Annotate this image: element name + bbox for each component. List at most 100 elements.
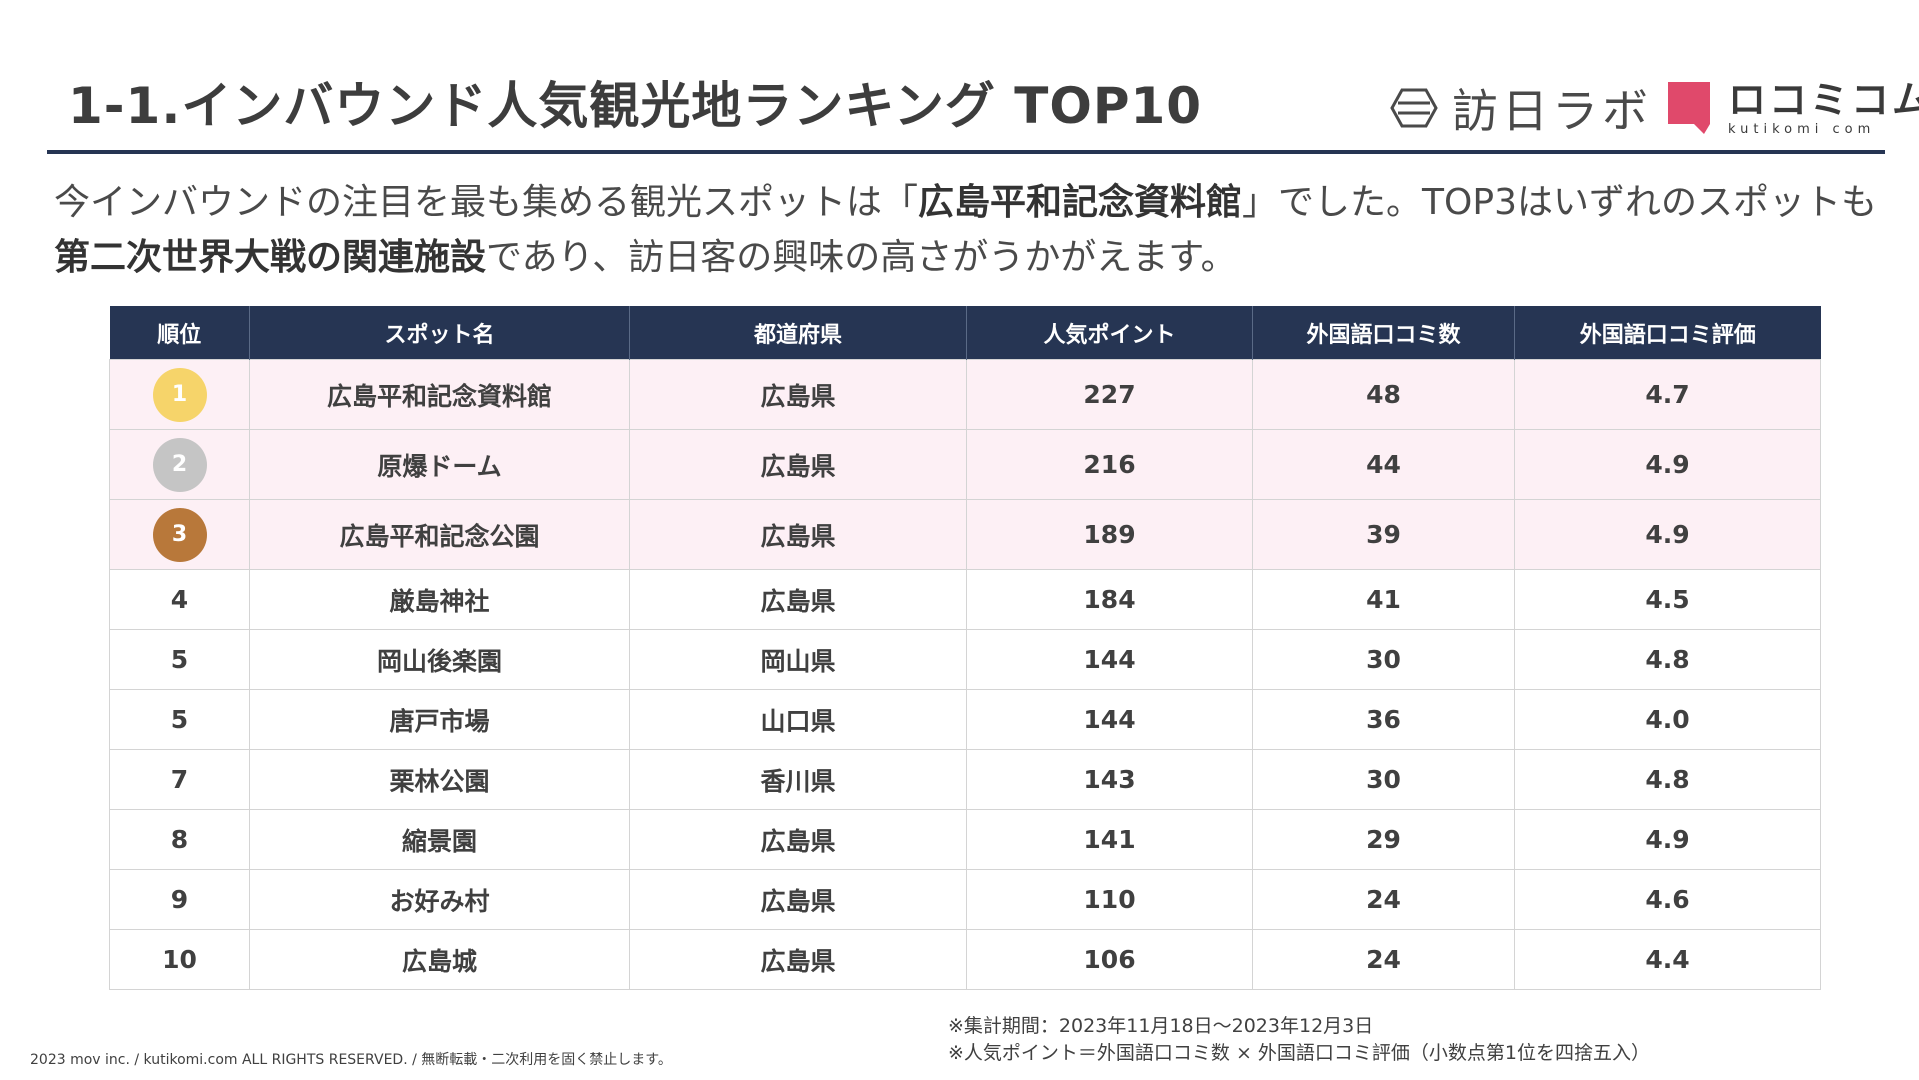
cell-prefecture: 広島県 <box>629 869 967 930</box>
cell-spot: 縮景園 <box>249 809 630 870</box>
cell-review-rating: 4.9 <box>1514 809 1821 870</box>
cell-review-count: 48 <box>1252 359 1515 430</box>
cell-spot: 広島平和記念資料館 <box>249 359 630 430</box>
table-header-row: 順位 スポット名 都道府県 人気ポイント 外国語口コミ数 外国語口コミ評価 <box>109 306 1821 360</box>
cell-points: 141 <box>966 809 1253 870</box>
cell-rank: 5 <box>109 629 250 690</box>
cell-review-count: 30 <box>1252 629 1515 690</box>
intro-highlight-spot: 広島平和記念資料館 <box>918 182 1243 223</box>
cell-rank: 5 <box>109 689 250 750</box>
cell-rank: 4 <box>109 569 250 630</box>
cell-review-rating: 4.9 <box>1514 429 1821 500</box>
cell-prefecture: 広島県 <box>629 359 967 430</box>
cell-review-rating: 4.4 <box>1514 929 1821 990</box>
houjitsu-lab-logo-text: 訪日ラボ <box>1452 84 1652 138</box>
note-period: ※集計期間：2023年11月18日～2023年12月3日 <box>948 1015 1374 1037</box>
cell-prefecture: 香川県 <box>629 749 967 810</box>
kutikomi-logo: ロコミコム kutikomi com <box>1664 80 1919 136</box>
cell-spot: 広島城 <box>249 929 630 990</box>
cell-spot: 唐戸市場 <box>249 689 630 750</box>
table-row: 10 広島城 広島県 106 24 4.4 <box>109 929 1821 990</box>
cell-points: 144 <box>966 629 1253 690</box>
cell-prefecture: 広島県 <box>629 429 967 500</box>
cell-points: 144 <box>966 689 1253 750</box>
cell-prefecture: 広島県 <box>629 499 967 570</box>
title-underline <box>47 150 1885 154</box>
intro-highlight-ww2: 第二次世界大戦の関連施設 <box>54 237 487 278</box>
cell-points: 143 <box>966 749 1253 810</box>
cell-rank: 9 <box>109 869 250 930</box>
cell-spot: 岡山後楽園 <box>249 629 630 690</box>
page-title: 1-1.インバウンド人気観光地ランキング TOP10 <box>68 77 1203 135</box>
rank-medal: 2 <box>152 437 207 492</box>
cell-review-rating: 4.9 <box>1514 499 1821 570</box>
cell-review-rating: 4.0 <box>1514 689 1821 750</box>
header-spot: スポット名 <box>249 306 630 360</box>
header-prefecture: 都道府県 <box>629 306 967 360</box>
cell-review-count: 39 <box>1252 499 1515 570</box>
header-rank: 順位 <box>109 306 250 360</box>
cell-points: 227 <box>966 359 1253 430</box>
cell-rank: 1 <box>109 359 250 430</box>
cell-spot: お好み村 <box>249 869 630 930</box>
cell-review-count: 30 <box>1252 749 1515 810</box>
intro-text-part: であり、訪日客の興味の高さがうかがえます。 <box>486 237 1237 278</box>
cell-rank: 10 <box>109 929 250 990</box>
cell-points: 189 <box>966 499 1253 570</box>
note-formula: ※人気ポイント＝外国語口コミ数 × 外国語口コミ評価（小数点第1位を四捨五入） <box>948 1042 1651 1064</box>
cell-prefecture: 岡山県 <box>629 629 967 690</box>
table-row: 2 原爆ドーム 広島県 216 44 4.9 <box>109 429 1821 500</box>
cell-review-rating: 4.7 <box>1514 359 1821 430</box>
cell-points: 110 <box>966 869 1253 930</box>
table-row: 4 厳島神社 広島県 184 41 4.5 <box>109 569 1821 630</box>
table-row: 1 広島平和記念資料館 広島県 227 48 4.7 <box>109 359 1821 430</box>
kutikomi-logo-text: ロコミコム <box>1728 77 1919 122</box>
header-points: 人気ポイント <box>966 306 1253 360</box>
rank-medal: 3 <box>152 507 207 562</box>
table-row: 8 縮景園 広島県 141 29 4.9 <box>109 809 1821 870</box>
cell-spot: 広島平和記念公園 <box>249 499 630 570</box>
header-review-count: 外国語口コミ数 <box>1252 306 1515 360</box>
intro-text-part: 今インバウンドの注目を最も集める観光スポットは「 <box>54 182 919 223</box>
kutikomi-logo-subtext: kutikomi com <box>1728 121 1876 137</box>
cell-rank: 7 <box>109 749 250 810</box>
cell-review-count: 29 <box>1252 809 1515 870</box>
rank-medal: 1 <box>152 367 207 422</box>
intro-text-part: 」でした。TOP3はいずれのスポットも <box>1242 182 1877 223</box>
table-row: 3 広島平和記念公園 広島県 189 39 4.9 <box>109 499 1821 570</box>
cell-rank: 2 <box>109 429 250 500</box>
cell-review-count: 24 <box>1252 869 1515 930</box>
table-row: 5 岡山後楽園 岡山県 144 30 4.8 <box>109 629 1821 690</box>
table-row: 9 お好み村 広島県 110 24 4.6 <box>109 869 1821 930</box>
cell-prefecture: 広島県 <box>629 569 967 630</box>
table-row: 5 唐戸市場 山口県 144 36 4.0 <box>109 689 1821 750</box>
notes: ※集計期間：2023年11月18日～2023年12月3日 ※人気ポイント＝外国語… <box>948 1013 1650 1067</box>
houjitsu-lab-logo: 訪日ラボ <box>1390 80 1652 138</box>
header-review-rating: 外国語口コミ評価 <box>1514 306 1821 360</box>
table-row: 7 栗林公園 香川県 143 30 4.8 <box>109 749 1821 810</box>
cell-review-count: 24 <box>1252 929 1515 990</box>
cell-review-rating: 4.8 <box>1514 629 1821 690</box>
cell-review-rating: 4.5 <box>1514 569 1821 630</box>
cell-prefecture: 山口県 <box>629 689 967 750</box>
cell-review-count: 41 <box>1252 569 1515 630</box>
cell-points: 106 <box>966 929 1253 990</box>
cell-review-count: 36 <box>1252 689 1515 750</box>
intro-text: 今インバウンドの注目を最も集める観光スポットは「広島平和記念資料館」でした。TO… <box>54 175 1894 285</box>
cell-rank: 8 <box>109 809 250 870</box>
cell-spot: 厳島神社 <box>249 569 630 630</box>
cell-spot: 栗林公園 <box>249 749 630 810</box>
cell-review-count: 44 <box>1252 429 1515 500</box>
cell-review-rating: 4.8 <box>1514 749 1821 810</box>
cell-points: 184 <box>966 569 1253 630</box>
cell-prefecture: 広島県 <box>629 929 967 990</box>
cell-rank: 3 <box>109 499 250 570</box>
cell-review-rating: 4.6 <box>1514 869 1821 930</box>
hexagon-logo-icon <box>1390 88 1438 128</box>
copyright-footer: 2023 mov inc. / kutikomi.com ALL RIGHTS … <box>30 1052 672 1068</box>
cell-spot: 原爆ドーム <box>249 429 630 500</box>
speech-bubble-icon <box>1668 82 1710 134</box>
cell-prefecture: 広島県 <box>629 809 967 870</box>
cell-points: 216 <box>966 429 1253 500</box>
